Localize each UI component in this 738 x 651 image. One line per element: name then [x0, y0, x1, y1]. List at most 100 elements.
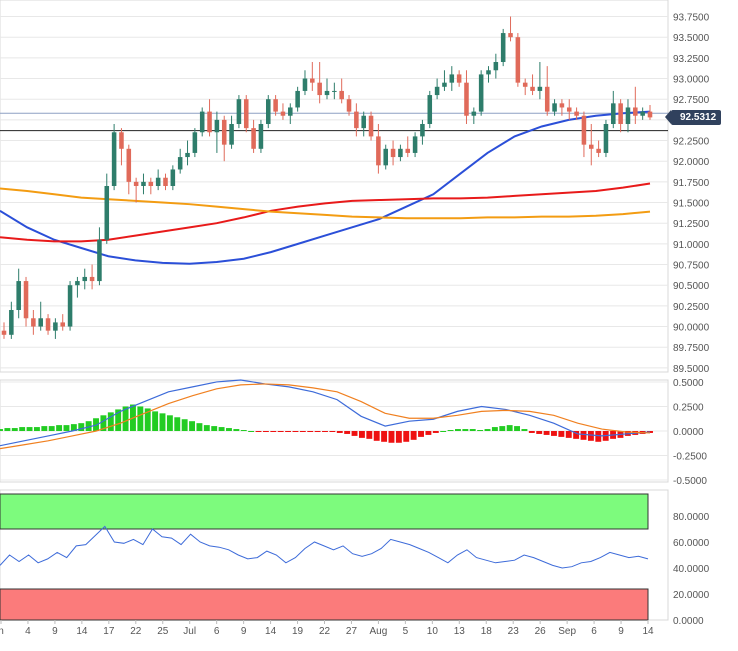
- macd-histogram-bar-positive: [33, 427, 40, 431]
- candle-body: [581, 115, 587, 145]
- bearish-candle: [508, 16, 513, 42]
- bullish-candle: [214, 111, 220, 153]
- candle-body: [199, 111, 205, 133]
- macd-histogram-bar-positive: [189, 421, 195, 431]
- macd-histogram-bar-negative: [262, 431, 269, 432]
- macd-histogram-bar-positive: [107, 412, 114, 431]
- bullish-candle: [478, 70, 484, 116]
- bearish-candle: [310, 62, 315, 91]
- price-axis-tick: 91.7500: [673, 178, 710, 189]
- bearish-candle: [390, 140, 396, 166]
- x-axis-tick: 6: [591, 626, 597, 637]
- price-axis-tick: 92.0000: [673, 157, 710, 168]
- candle-body: [339, 90, 344, 100]
- candle-body: [177, 157, 183, 170]
- macd-histogram-bar-negative: [344, 431, 351, 434]
- bullish-candle: [288, 103, 293, 124]
- bearish-candle: [126, 144, 132, 195]
- macd-signal-line: [0, 383, 651, 450]
- candle-body: [302, 78, 308, 91]
- candle-body: [420, 124, 425, 137]
- bullish-candle: [75, 276, 80, 298]
- bearish-candle: [596, 140, 601, 158]
- bearish-candle: [251, 119, 256, 153]
- price-axis-tick: 90.2500: [673, 302, 710, 313]
- rsi-axis-tick: 0.0000: [673, 616, 704, 627]
- macd-histogram-bar-positive: [56, 425, 63, 431]
- macd-histogram-bar-positive: [203, 425, 210, 431]
- x-axis-tick: 23: [508, 626, 520, 637]
- bullish-candle: [611, 90, 616, 129]
- macd-histogram-bar-positive: [506, 425, 513, 431]
- macd-histogram-bar-positive: [0, 429, 3, 431]
- bullish-candle: [199, 107, 205, 137]
- macd-axis-tick: 0.5000: [673, 378, 704, 389]
- macd-histogram-bar-negative: [425, 431, 432, 435]
- last-price-label: 92.5312: [680, 112, 717, 123]
- x-axis-tick: n: [0, 626, 4, 637]
- bearish-candle: [530, 74, 535, 96]
- candle-body: [141, 181, 146, 186]
- x-axis-tick: 6: [214, 626, 220, 637]
- x-axis-tick: 9: [52, 626, 58, 637]
- candle-body: [552, 103, 557, 112]
- macd-histogram-bar-positive: [19, 427, 26, 431]
- bullish-candle: [302, 70, 308, 96]
- x-axis-tick: 10: [427, 626, 439, 637]
- x-axis-tick: 14: [642, 626, 654, 637]
- candle-body: [38, 318, 43, 327]
- macd-histogram-bar-positive: [78, 423, 85, 431]
- macd-histogram-bar-positive: [181, 419, 188, 431]
- macd-histogram-bar-negative: [314, 431, 321, 432]
- bearish-candle: [354, 103, 359, 137]
- candle-body: [522, 82, 528, 87]
- candle-body: [346, 99, 352, 112]
- candle-body: [405, 148, 411, 153]
- macd-histogram-bar-positive: [122, 406, 129, 431]
- bullish-candle: [258, 119, 264, 153]
- candle-body: [324, 90, 330, 96]
- bearish-candle: [221, 115, 227, 162]
- macd-histogram-bar-negative: [373, 431, 380, 441]
- macd-histogram-bar-negative: [536, 431, 543, 434]
- macd-histogram-bar-positive: [70, 424, 77, 431]
- macd-axis-tick: -0.5000: [673, 476, 707, 487]
- macd-histogram-bar-positive: [211, 426, 218, 431]
- bullish-candle: [552, 99, 557, 116]
- macd-histogram-bar-negative: [285, 431, 292, 432]
- candle-body: [104, 186, 110, 240]
- candle-body: [427, 95, 433, 124]
- candle-body: [192, 132, 198, 153]
- bullish-candle: [640, 107, 645, 120]
- macd-histogram-bar-positive: [159, 413, 166, 431]
- macd-histogram-bar-positive: [137, 406, 144, 431]
- candle-body: [119, 132, 124, 149]
- macd-histogram-bar-positive: [4, 428, 11, 431]
- macd-histogram-bar-positive: [174, 417, 181, 431]
- macd-histogram-bar-negative: [395, 431, 402, 443]
- macd-histogram-bar-negative: [580, 431, 587, 440]
- x-axis-tick: 17: [103, 626, 115, 637]
- bullish-candle: [486, 66, 491, 83]
- candle-body: [611, 103, 616, 124]
- bullish-candle: [53, 318, 58, 339]
- bullish-candle: [324, 78, 330, 100]
- candle-body: [53, 322, 58, 331]
- x-axis-tick: 19: [292, 626, 304, 637]
- candle-body: [243, 99, 249, 129]
- x-axis-tick: 4: [25, 626, 31, 637]
- bullish-candle: [111, 124, 117, 191]
- candle-body: [559, 103, 565, 108]
- bearish-candle: [464, 70, 469, 124]
- macd-histogram-bar-negative: [270, 431, 277, 432]
- bullish-candle: [500, 28, 506, 67]
- bullish-candle: [229, 115, 234, 149]
- macd-histogram-bar-positive: [240, 430, 247, 432]
- bullish-candle: [471, 107, 477, 124]
- macd-axis-tick: 0.0000: [673, 427, 704, 438]
- bullish-candle: [67, 281, 73, 331]
- bullish-candle: [236, 95, 242, 129]
- candle-body: [214, 119, 220, 133]
- candle-body: [368, 115, 374, 137]
